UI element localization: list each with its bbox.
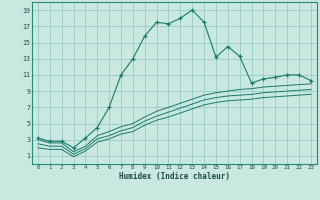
X-axis label: Humidex (Indice chaleur): Humidex (Indice chaleur): [119, 172, 230, 181]
